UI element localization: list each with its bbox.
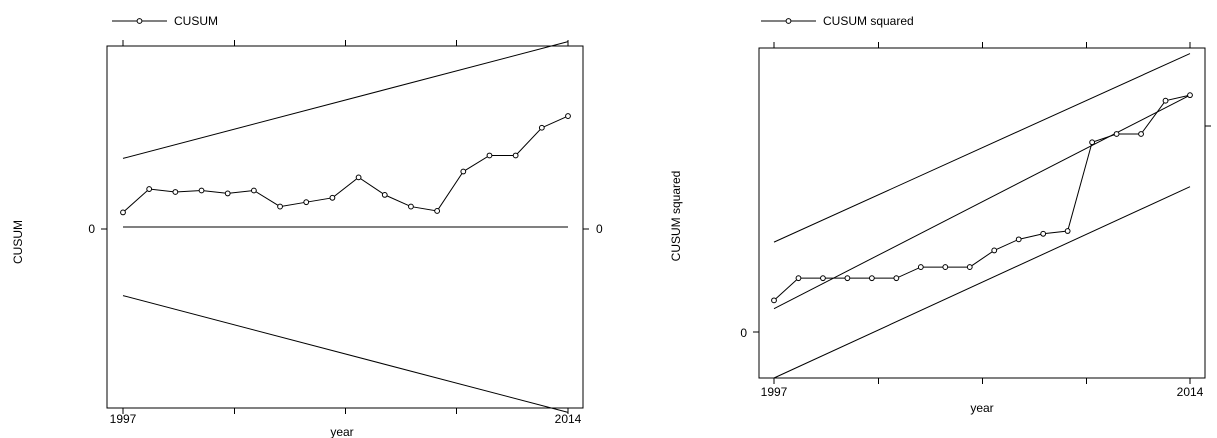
legend: CUSUM: [112, 14, 218, 28]
data-point: [512, 152, 519, 159]
data-point: [966, 264, 973, 270]
data-point: [250, 187, 257, 194]
data-point: [460, 168, 467, 175]
upper-line: [122, 41, 569, 159]
legend-label: CUSUM squared: [823, 14, 914, 28]
data-point: [565, 113, 571, 119]
y-tick-label-zero: 0: [88, 222, 95, 236]
series-line: [773, 94, 1191, 301]
x-axis-label: year: [970, 401, 993, 415]
data-point: [795, 275, 802, 282]
x-tick-label-end: 2014: [555, 412, 582, 426]
x-tick-label-start: 1997: [110, 412, 137, 426]
data-point: [844, 275, 851, 282]
bounds-layer: [773, 53, 1191, 379]
right-y-tick-label-zero: 0: [596, 222, 603, 236]
data-point: [146, 186, 153, 192]
data-point: [1015, 236, 1022, 243]
data-point: [303, 199, 310, 206]
bounds-layer: [122, 41, 569, 413]
data-point: [820, 275, 826, 282]
legend: CUSUM squared: [761, 14, 914, 28]
data-point: [868, 275, 875, 282]
x-tick-label-start: 1997: [761, 385, 788, 399]
series-layer: [120, 113, 571, 216]
data-point: [917, 264, 924, 270]
lower-line: [122, 295, 569, 413]
lower-line: [773, 186, 1191, 379]
data-point: [1089, 139, 1096, 146]
data-point: [1187, 92, 1193, 99]
data-point: [277, 203, 283, 210]
legend-marker-swatch: [785, 18, 792, 24]
legend-marker-swatch: [136, 18, 143, 24]
y-axis-label: CUSUM: [11, 220, 25, 264]
y-axis-label: CUSUM squared: [669, 171, 683, 262]
mean-line: [773, 94, 1191, 310]
x-tick-label-end: 2014: [1177, 385, 1204, 399]
data-point: [172, 189, 179, 195]
series-line: [122, 115, 569, 213]
data-point: [893, 275, 900, 282]
upper-line: [773, 53, 1191, 243]
data-point: [434, 208, 441, 214]
data-point: [329, 194, 336, 201]
data-point: [198, 187, 205, 194]
data-point: [1162, 97, 1169, 104]
data-point: [771, 297, 777, 304]
data-point: [486, 152, 493, 159]
data-point: [355, 174, 362, 181]
data-point: [538, 124, 545, 131]
data-point: [1040, 230, 1047, 237]
data-point: [120, 209, 126, 216]
data-point: [1138, 131, 1144, 137]
x-axis-label: year: [330, 425, 353, 438]
data-point: [408, 203, 414, 210]
series-layer: [771, 92, 1193, 304]
data-point: [381, 191, 388, 198]
cusum-chart: CUSUM 1997 2014 0 0 year CUSUM: [11, 14, 603, 438]
y-tick-label-zero: 0: [740, 326, 747, 340]
data-point: [224, 190, 231, 197]
data-point: [1113, 131, 1120, 137]
data-point: [1064, 228, 1071, 234]
legend-label: CUSUM: [174, 14, 218, 28]
data-point: [942, 264, 949, 270]
cusum-squared-chart: CUSUM squared 1997 2014 0 year CUSUM squ…: [669, 14, 1211, 415]
data-point: [991, 247, 998, 254]
plot-frame: [758, 47, 1206, 379]
